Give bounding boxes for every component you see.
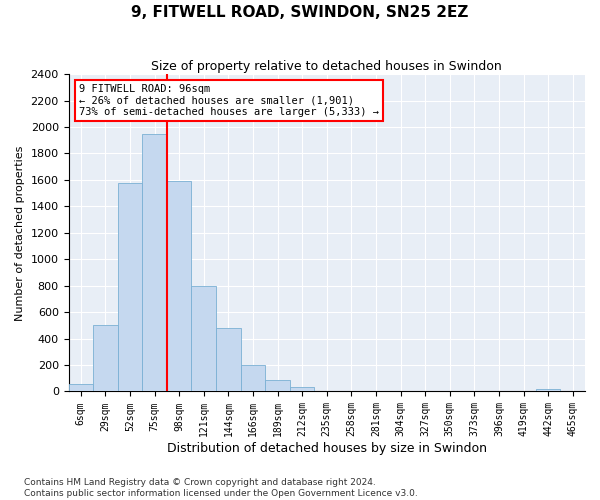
Text: Contains HM Land Registry data © Crown copyright and database right 2024.
Contai: Contains HM Land Registry data © Crown c…	[24, 478, 418, 498]
Text: 9, FITWELL ROAD, SWINDON, SN25 2EZ: 9, FITWELL ROAD, SWINDON, SN25 2EZ	[131, 5, 469, 20]
Y-axis label: Number of detached properties: Number of detached properties	[15, 145, 25, 320]
Bar	[241, 365, 265, 392]
Bar	[265, 380, 290, 392]
Bar	[68, 384, 93, 392]
Bar	[536, 388, 560, 392]
Bar	[290, 387, 314, 392]
Bar	[314, 391, 339, 392]
Bar	[167, 182, 191, 392]
Bar	[511, 391, 536, 392]
Bar	[364, 391, 388, 392]
Bar	[191, 286, 216, 392]
Bar	[339, 391, 364, 392]
Bar	[118, 182, 142, 392]
Bar	[142, 134, 167, 392]
Text: 9 FITWELL ROAD: 96sqm
← 26% of detached houses are smaller (1,901)
73% of semi-d: 9 FITWELL ROAD: 96sqm ← 26% of detached …	[79, 84, 379, 117]
Bar	[413, 391, 437, 392]
Bar	[93, 326, 118, 392]
X-axis label: Distribution of detached houses by size in Swindon: Distribution of detached houses by size …	[167, 442, 487, 455]
Bar	[462, 391, 487, 392]
Bar	[216, 328, 241, 392]
Bar	[388, 391, 413, 392]
Bar	[437, 391, 462, 392]
Bar	[487, 391, 511, 392]
Title: Size of property relative to detached houses in Swindon: Size of property relative to detached ho…	[151, 60, 502, 73]
